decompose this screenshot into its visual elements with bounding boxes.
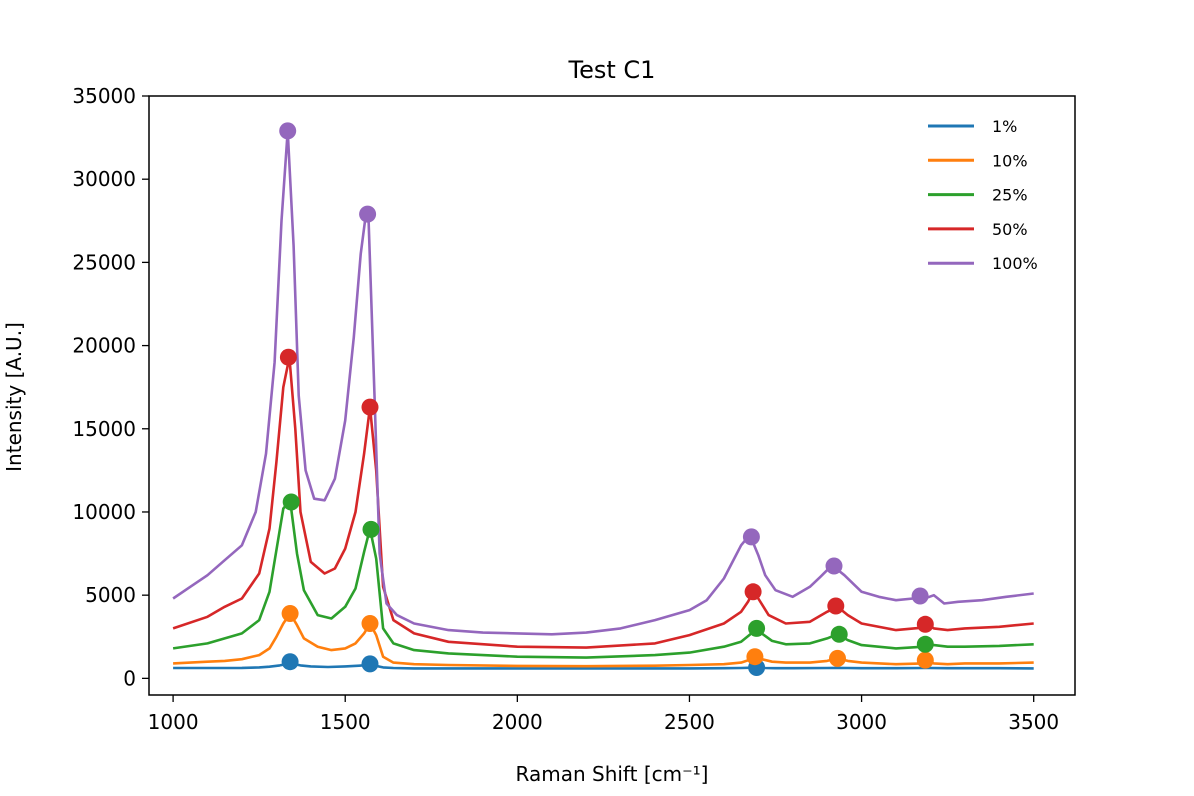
peak-marker-4-4 [911, 587, 929, 605]
peak-marker-4-2 [742, 528, 760, 546]
peak-marker-4-1 [359, 205, 377, 223]
peak-marker-0-1 [361, 655, 379, 673]
y-tick-label-0: 0 [123, 666, 136, 690]
peak-marker-1-0 [281, 605, 299, 622]
peak-marker-0-0 [281, 653, 299, 671]
y-tick-label-7: 35000 [72, 84, 136, 108]
peak-marker-2-4 [916, 635, 934, 653]
plot-frame [148, 95, 1076, 696]
y-tick-label-4: 20000 [72, 334, 136, 358]
peak-marker-4-3 [825, 557, 843, 575]
legend: 1% 10% 25% 50% 100% [928, 117, 1038, 273]
x-tick-label-2: 2000 [492, 710, 543, 734]
y-axis-ticks: 0 5000 10000 15000 20000 25000 30000 35000 [72, 84, 149, 690]
y-tick-label-3: 15000 [72, 417, 136, 441]
x-axis-ticks: 1000 1500 2000 2500 3000 3500 [148, 695, 1059, 734]
legend-label-0: 1% [992, 117, 1017, 136]
peak-marker-3-0 [279, 348, 297, 366]
series-line-4 [172, 129, 1034, 636]
legend-label-1: 10% [992, 151, 1028, 170]
y-tick-label-2: 10000 [72, 500, 136, 524]
peak-marker-2-2 [748, 619, 766, 637]
series-line-1 [173, 612, 1034, 668]
y-axis-label: Intensity [A.U.] [2, 322, 26, 472]
peak-marker-3-1 [361, 398, 379, 416]
peak-marker-2-0 [282, 493, 300, 511]
peak-marker-2-1 [362, 520, 380, 538]
legend-label-3: 50% [992, 220, 1028, 239]
marker-layer [279, 122, 934, 676]
series-line-3 [172, 355, 1034, 649]
x-axis-label: Raman Shift [cm⁻¹] [516, 762, 709, 786]
peak-marker-3-4 [916, 615, 934, 633]
x-tick-label-0: 1000 [148, 710, 199, 734]
x-tick-label-4: 3000 [836, 710, 887, 734]
legend-label-2: 25% [992, 186, 1028, 205]
peak-marker-1-2 [746, 648, 764, 666]
x-tick-label-5: 3500 [1008, 710, 1059, 734]
x-tick-label-3: 2500 [664, 710, 715, 734]
y-tick-label-6: 30000 [72, 167, 136, 191]
peak-marker-1-1 [361, 615, 379, 632]
chart-title: Test C1 [568, 56, 656, 84]
peak-marker-4-0 [279, 122, 297, 140]
peak-marker-2-3 [830, 625, 848, 643]
peak-marker-3-2 [744, 583, 762, 601]
peak-marker-3-3 [827, 597, 845, 615]
series-layer [172, 129, 1034, 670]
y-tick-label-5: 25000 [72, 250, 136, 274]
peak-marker-1-4 [916, 651, 934, 669]
x-tick-label-1: 1500 [320, 710, 371, 734]
peak-marker-1-3 [829, 649, 846, 667]
y-tick-label-1: 5000 [85, 583, 136, 607]
legend-label-4: 100% [992, 254, 1038, 273]
